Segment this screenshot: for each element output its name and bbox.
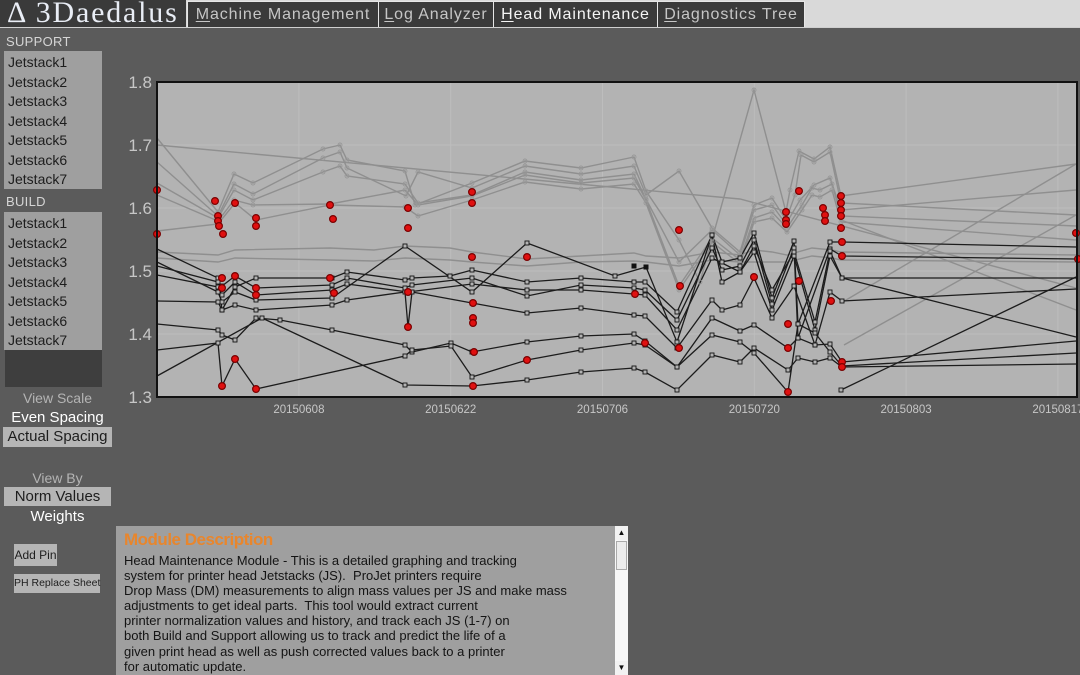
svg-text:1.6: 1.6 [128,199,152,218]
svg-text:20150720: 20150720 [729,404,780,416]
svg-text:20150608: 20150608 [273,404,324,416]
svg-text:1.8: 1.8 [128,73,152,92]
svg-text:1.5: 1.5 [128,262,152,281]
svg-text:20150803: 20150803 [881,404,932,416]
svg-text:1.3: 1.3 [128,388,152,407]
svg-text:1.4: 1.4 [128,325,152,344]
svg-text:20150622: 20150622 [425,404,476,416]
svg-text:20150817: 20150817 [1032,404,1080,416]
svg-text:1.7: 1.7 [128,136,152,155]
svg-text:20150706: 20150706 [577,404,628,416]
